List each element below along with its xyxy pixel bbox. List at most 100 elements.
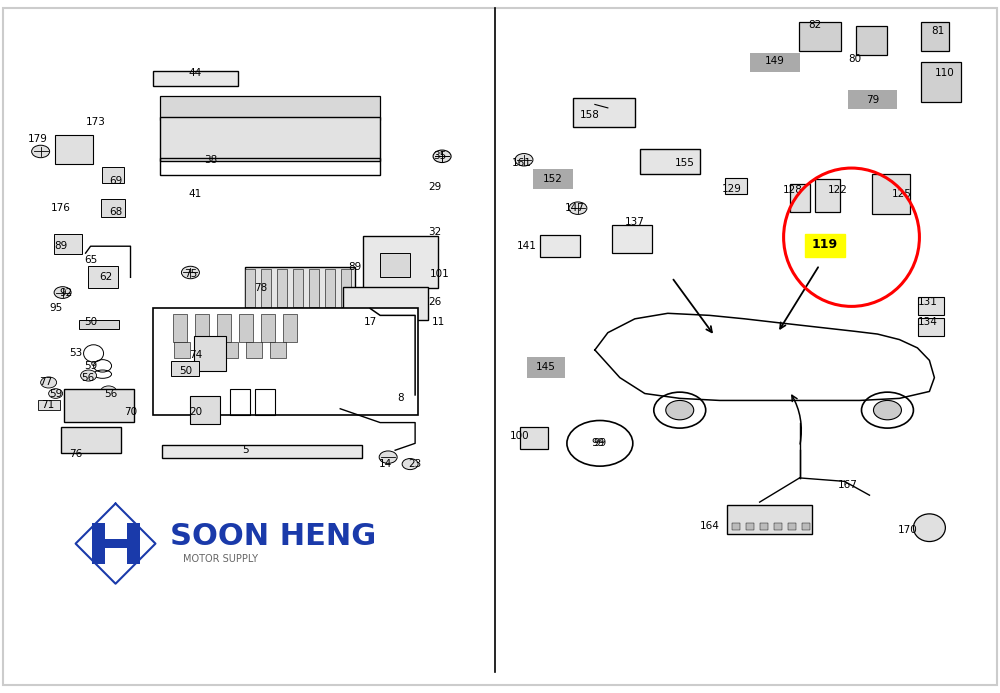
Text: 134: 134 <box>917 317 937 327</box>
Text: 56: 56 <box>81 373 94 383</box>
Bar <box>160 116 380 161</box>
Bar <box>153 308 418 415</box>
Text: 158: 158 <box>580 109 600 120</box>
Text: 5: 5 <box>242 445 249 455</box>
Ellipse shape <box>433 150 451 163</box>
Text: 77: 77 <box>39 378 52 387</box>
Bar <box>173 314 187 342</box>
Text: 145: 145 <box>536 362 556 372</box>
Bar <box>640 149 700 174</box>
Bar <box>277 269 287 307</box>
Bar <box>325 269 335 307</box>
Bar <box>725 178 747 193</box>
Bar <box>160 96 380 120</box>
Bar <box>774 523 782 529</box>
Bar <box>79 319 119 329</box>
Bar <box>174 342 190 358</box>
Bar <box>540 235 580 257</box>
Ellipse shape <box>861 392 913 428</box>
Ellipse shape <box>379 451 397 464</box>
Bar <box>799 22 841 51</box>
Bar <box>760 523 768 529</box>
Bar <box>54 234 82 254</box>
Bar <box>520 427 548 449</box>
Bar <box>245 269 255 307</box>
Text: 53: 53 <box>69 349 82 358</box>
Bar <box>194 336 226 371</box>
FancyBboxPatch shape <box>805 234 845 256</box>
Text: 129: 129 <box>722 184 742 194</box>
Bar <box>246 342 262 358</box>
Text: 173: 173 <box>86 116 106 127</box>
Text: 152: 152 <box>543 174 563 184</box>
Text: 68: 68 <box>109 207 122 217</box>
Bar <box>727 505 812 534</box>
Bar <box>872 174 910 214</box>
Text: 8: 8 <box>397 394 403 403</box>
Text: 69: 69 <box>109 175 122 186</box>
Text: 119: 119 <box>811 238 838 251</box>
Text: 79: 79 <box>866 95 879 105</box>
Bar <box>848 90 897 109</box>
Bar <box>217 314 231 342</box>
Ellipse shape <box>41 377 57 388</box>
Text: 80: 80 <box>848 55 861 64</box>
Text: 110: 110 <box>935 69 954 78</box>
Text: 71: 71 <box>41 401 54 410</box>
Bar <box>856 26 887 55</box>
Text: 89: 89 <box>54 241 67 252</box>
Bar <box>64 389 134 422</box>
Text: 82: 82 <box>808 20 821 30</box>
Text: 17: 17 <box>364 317 377 327</box>
Text: 122: 122 <box>828 185 847 195</box>
Ellipse shape <box>873 401 901 420</box>
Bar <box>239 314 253 342</box>
Text: 59: 59 <box>84 361 97 371</box>
Bar <box>815 179 840 212</box>
Text: 170: 170 <box>898 525 917 535</box>
Text: 101: 101 <box>430 269 450 279</box>
Bar <box>283 314 297 342</box>
Text: 29: 29 <box>428 182 442 193</box>
Text: 179: 179 <box>28 134 48 144</box>
Bar <box>341 269 351 307</box>
Bar <box>153 71 238 86</box>
Text: 65: 65 <box>84 255 97 265</box>
Ellipse shape <box>181 266 199 279</box>
Ellipse shape <box>54 287 71 299</box>
Ellipse shape <box>569 202 587 214</box>
Text: 164: 164 <box>700 521 720 532</box>
Bar <box>746 523 754 529</box>
Bar <box>380 253 410 277</box>
Bar <box>127 523 140 564</box>
Text: 23: 23 <box>408 459 422 469</box>
Bar <box>788 523 796 529</box>
Text: 75: 75 <box>184 269 197 279</box>
Bar <box>198 342 214 358</box>
Bar <box>171 361 199 376</box>
Bar <box>270 342 286 358</box>
Text: 147: 147 <box>565 203 585 213</box>
Bar <box>732 523 740 529</box>
Text: 131: 131 <box>917 297 937 306</box>
Ellipse shape <box>49 389 63 398</box>
Ellipse shape <box>666 401 694 420</box>
Bar <box>802 523 810 529</box>
Ellipse shape <box>402 459 418 470</box>
Bar <box>612 225 652 253</box>
Text: 176: 176 <box>51 203 71 213</box>
Text: 14: 14 <box>379 459 392 469</box>
Text: 155: 155 <box>675 158 695 168</box>
Text: 100: 100 <box>510 432 530 441</box>
Bar <box>61 427 121 453</box>
Text: 38: 38 <box>204 155 217 165</box>
Text: 161: 161 <box>512 158 532 168</box>
Text: 89: 89 <box>349 262 362 272</box>
Bar <box>102 168 124 182</box>
Text: 74: 74 <box>189 351 202 360</box>
Bar <box>293 269 303 307</box>
Bar <box>190 396 220 424</box>
Bar <box>261 314 275 342</box>
Bar <box>261 269 271 307</box>
Bar <box>255 389 275 415</box>
